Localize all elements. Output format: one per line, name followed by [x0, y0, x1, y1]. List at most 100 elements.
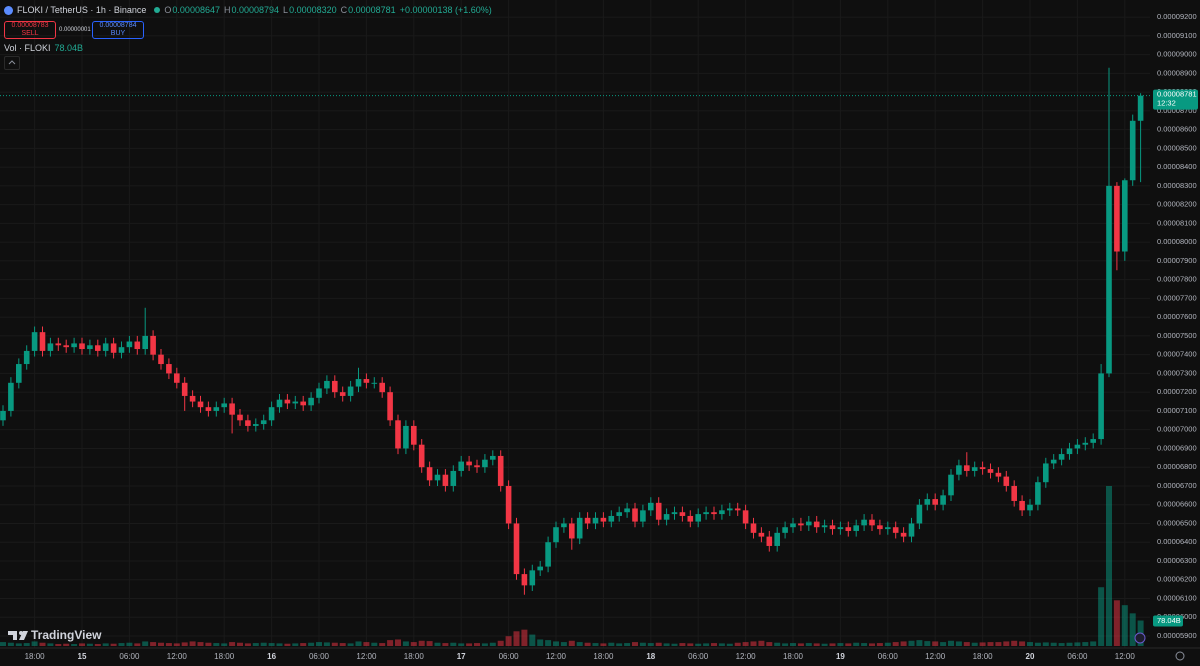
candle-body — [719, 510, 725, 515]
candle-body — [861, 519, 867, 526]
trade-buttons: 0.00008783 SELL 0.00000001 0.00008784 BU… — [4, 21, 144, 39]
volume-bar — [1050, 642, 1057, 646]
candle-body — [474, 465, 480, 468]
candle-body — [1090, 439, 1096, 443]
volume-bar — [695, 643, 702, 646]
y-tick-label: 0.00007500 — [1157, 331, 1197, 340]
ohlc: O 0.00008647 H 0.00008794 L 0.00008320 C 0.0000… — [164, 5, 395, 15]
candle-body — [750, 523, 757, 533]
candle-body — [237, 414, 243, 421]
candle-body — [869, 519, 875, 526]
candle-body — [1114, 185, 1120, 252]
volume-bar — [47, 643, 54, 646]
volume-bar — [363, 642, 370, 646]
volume-badge-label: 78.04B — [1157, 616, 1181, 625]
y-tick-label: 0.00007400 — [1157, 350, 1197, 359]
symbol-icon — [4, 5, 13, 15]
volume-bar — [1098, 587, 1105, 646]
volume-bar — [323, 642, 330, 646]
y-tick-label: 0.00005900 — [1157, 631, 1197, 640]
ohlc-value: 0.00008647 — [172, 5, 220, 15]
spread: 0.00000001 — [59, 27, 91, 33]
buy-button[interactable]: 0.00008784 BUY — [92, 21, 144, 39]
volume-bar — [213, 643, 220, 646]
volume-bar — [55, 644, 62, 646]
candle-body — [213, 407, 220, 411]
candle-body — [671, 512, 678, 515]
x-tick-label: 18:00 — [593, 652, 614, 661]
volume-bar — [711, 643, 717, 646]
candle-body — [284, 399, 291, 404]
x-tick-label: 18:00 — [973, 652, 994, 661]
volume-bar — [971, 642, 978, 646]
candle-body — [995, 472, 1002, 477]
y-tick-label: 0.00006600 — [1157, 500, 1197, 509]
volume-bar — [853, 642, 860, 646]
alert-icon[interactable] — [1134, 632, 1146, 644]
candle-body — [110, 343, 117, 353]
candle-body — [1106, 185, 1112, 374]
x-tick-label: 12:00 — [736, 652, 757, 661]
candle-body — [102, 343, 109, 351]
candle-body — [134, 341, 141, 350]
volume-bar — [379, 643, 386, 646]
y-tick-label: 0.00008400 — [1157, 162, 1197, 171]
candle-body — [308, 397, 314, 406]
candle-body — [853, 525, 859, 531]
candle-body — [253, 424, 259, 426]
candle-body — [482, 459, 488, 468]
volume-bar — [79, 643, 85, 646]
y-tick-label: 0.00008900 — [1157, 68, 1197, 77]
candle-body — [916, 504, 923, 524]
volume-bar — [466, 643, 473, 646]
volume-bar — [553, 641, 559, 646]
watermark-logo — [8, 631, 28, 640]
volume-bar — [1106, 486, 1112, 646]
volume-bar — [647, 643, 654, 646]
x-tick-label: 06:00 — [309, 652, 330, 661]
candle-body — [932, 499, 938, 505]
candle-body — [900, 532, 907, 537]
y-tick-label: 0.00008200 — [1157, 200, 1197, 209]
x-tick-label: 06:00 — [1067, 652, 1088, 661]
volume-bar — [23, 643, 30, 646]
x-tick-label: 06:00 — [878, 652, 899, 661]
ohlc-value: 0.00008794 — [231, 5, 280, 15]
ohlc-key: C — [340, 5, 348, 15]
y-tick-label: 0.00008000 — [1157, 237, 1197, 246]
watermark: TradingView — [8, 628, 102, 642]
collapse-button[interactable] — [4, 56, 20, 70]
volume-bar — [663, 643, 670, 646]
volume-bar — [805, 643, 812, 646]
ohlc-item: O 0.00008647 — [164, 5, 220, 15]
candle-body — [55, 343, 62, 346]
volume-bar — [221, 643, 228, 646]
x-tick-label: 19 — [836, 652, 845, 661]
volume-bar — [505, 636, 512, 646]
candle-body — [521, 574, 528, 586]
candle-body — [956, 465, 962, 475]
volume-bar — [189, 641, 196, 646]
x-tick-label: 06:00 — [119, 652, 140, 661]
volume-bar — [158, 642, 164, 646]
volume-bar — [995, 642, 1002, 646]
candle-body — [403, 425, 409, 449]
y-tick-label: 0.00007100 — [1157, 406, 1197, 415]
candle-body — [592, 517, 599, 524]
volume-bar — [7, 642, 14, 646]
volume-bar — [987, 642, 994, 646]
candle-body — [616, 512, 622, 516]
volume-bar — [861, 643, 868, 646]
volume-bar — [94, 644, 101, 646]
y-tick-label: 0.00007800 — [1157, 275, 1197, 284]
volume-bar — [126, 642, 133, 646]
volume-bar — [244, 643, 251, 646]
buy-label: BUY — [110, 30, 126, 37]
sell-button[interactable]: 0.00008783 SELL — [4, 21, 56, 39]
candle-body — [584, 517, 591, 524]
candle-body — [95, 345, 101, 351]
volume-bar — [908, 640, 915, 646]
settings-icon[interactable] — [1175, 651, 1185, 661]
volume-bar — [726, 643, 733, 646]
watermark-text: TradingView — [31, 628, 102, 642]
